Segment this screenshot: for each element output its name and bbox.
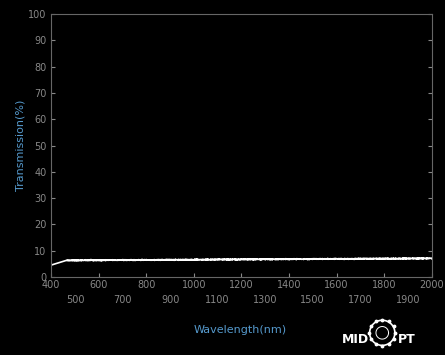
Text: Wavelength(nm): Wavelength(nm) <box>194 326 287 335</box>
Text: PT: PT <box>398 333 416 346</box>
Y-axis label: Transmission(%): Transmission(%) <box>15 100 25 191</box>
Text: MID: MID <box>342 333 369 346</box>
